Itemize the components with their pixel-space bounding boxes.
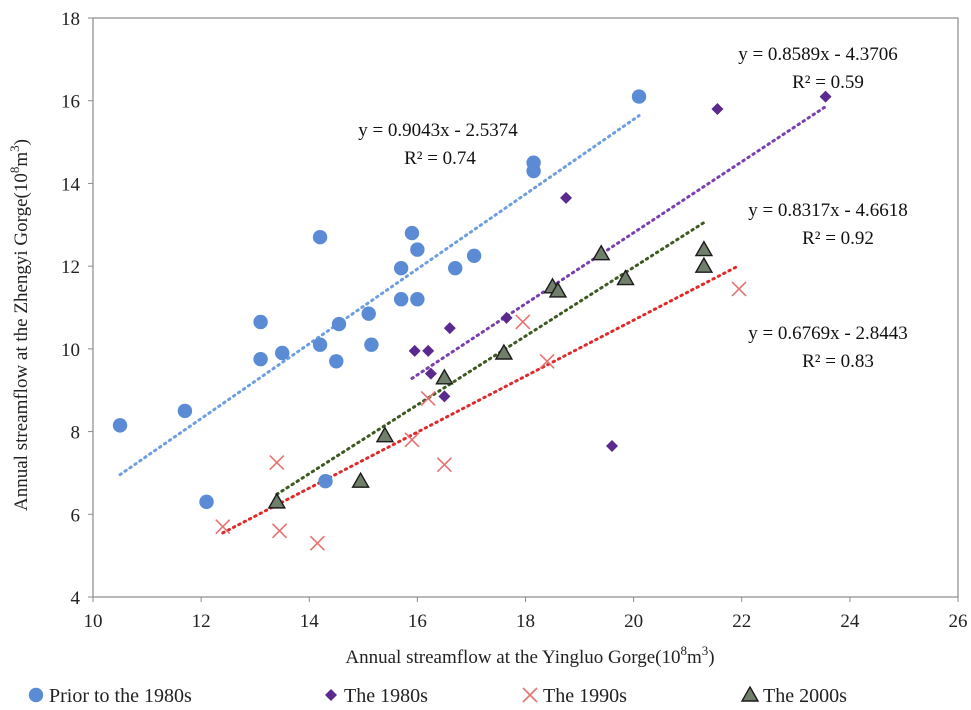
trend-equation: y = 0.8317x - 4.6618	[748, 200, 908, 221]
trend-equation: y = 0.8589x - 4.3706	[738, 44, 898, 65]
data-point	[435, 368, 454, 385]
y-tick-label: 16	[61, 92, 80, 113]
y-tick-label: 18	[61, 9, 80, 30]
data-point	[560, 191, 573, 204]
legend: Prior to the 1980s The 1980s The 1990s The …	[28, 685, 847, 707]
data-point	[694, 240, 714, 257]
legend-marker	[28, 687, 44, 703]
x-axis-title: Annual streamflow at the Yingluo Gorge(1…	[345, 643, 714, 668]
data-point	[112, 418, 128, 433]
data-point	[436, 457, 452, 473]
x-tick-label: 18	[516, 611, 535, 632]
data-point	[364, 337, 379, 352]
y-tick-label: 4	[71, 588, 81, 609]
data-point	[331, 316, 347, 332]
data-point	[448, 261, 463, 276]
data-point	[269, 455, 285, 471]
y-tick-label: 10	[61, 340, 80, 361]
data-point	[711, 102, 724, 115]
data-point	[548, 281, 568, 298]
legend-marker	[740, 685, 760, 702]
data-point	[731, 281, 747, 297]
y-axis-title: Annual streamflow at the Zhengyi Gorge(1…	[7, 139, 32, 511]
data-point	[500, 311, 513, 324]
x-tick-label: 12	[192, 611, 211, 632]
plot-frame	[92, 17, 959, 598]
data-point	[271, 523, 288, 539]
data-point	[606, 440, 618, 453]
data-point	[393, 261, 409, 276]
legend-marker	[522, 687, 538, 703]
trend-equation: y = 0.9043x - 2.5374	[358, 120, 518, 141]
data-point	[631, 89, 647, 104]
legend-marker	[325, 689, 337, 701]
y-tick-label: 8	[71, 423, 81, 444]
data-point	[309, 535, 325, 551]
axes: 10 12 14 16 18 20 22 24 26 4 6 8 10 12 14 16 18	[61, 9, 968, 632]
legend-label: The 2000s	[763, 685, 847, 707]
data-point	[410, 292, 425, 307]
data-point	[422, 344, 435, 357]
legend-label: The 1990s	[543, 685, 627, 707]
data-point	[312, 337, 328, 352]
x-tick-label: 24	[840, 611, 860, 632]
data-point	[275, 345, 290, 361]
data-point	[539, 353, 555, 369]
trendlines	[118, 105, 828, 535]
data-point	[361, 306, 376, 321]
data-point	[526, 163, 541, 179]
data-point	[591, 244, 611, 261]
data-point	[404, 225, 420, 241]
trend-r-squared: R² = 0.83	[802, 351, 874, 372]
x-tick-label: 22	[732, 611, 751, 632]
data-point	[408, 344, 421, 357]
y-tick-label: 6	[71, 505, 81, 526]
x-tick-label: 20	[624, 611, 643, 632]
data-point	[253, 351, 268, 367]
data-point	[177, 403, 193, 419]
data-point	[694, 256, 714, 273]
y-tick-label: 14	[61, 174, 81, 195]
data-point	[329, 354, 344, 369]
data-point	[267, 492, 287, 509]
trend-equation: y = 0.6769x - 2.8443	[748, 323, 908, 344]
data-point	[375, 426, 395, 443]
data-point	[424, 367, 437, 380]
data-point	[318, 474, 333, 489]
data-point	[393, 292, 409, 307]
trend-line	[221, 264, 741, 535]
data-point	[515, 314, 531, 330]
legend-label: Prior to the 1980s	[49, 685, 192, 707]
legend-label: The 1980s	[344, 685, 428, 707]
data-point	[215, 519, 231, 535]
data-point	[199, 494, 214, 510]
x-tick-label: 10	[84, 611, 103, 632]
data-point	[616, 269, 635, 286]
data-points	[112, 89, 832, 551]
data-point	[466, 248, 482, 264]
x-tick-label: 26	[949, 611, 968, 632]
data-point	[253, 314, 268, 330]
data-point	[404, 432, 420, 448]
trend-r-squared: R² = 0.59	[792, 72, 864, 93]
data-point	[351, 471, 370, 488]
trend-line	[275, 221, 706, 496]
data-point	[819, 90, 832, 103]
data-point	[438, 390, 451, 403]
x-tick-label: 14	[300, 611, 320, 632]
data-point	[410, 242, 425, 257]
y-tick-label: 12	[61, 257, 80, 278]
data-point	[312, 229, 328, 245]
trend-equations: y = 0.9043x - 2.5374 R² = 0.74 y = 0.8589x…	[358, 44, 908, 372]
data-point	[420, 390, 436, 407]
x-tick-label: 16	[408, 611, 427, 632]
data-point	[443, 322, 456, 335]
trend-r-squared: R² = 0.92	[802, 228, 874, 249]
trend-line	[410, 105, 828, 380]
data-point	[494, 343, 514, 360]
trend-r-squared: R² = 0.74	[404, 148, 476, 169]
